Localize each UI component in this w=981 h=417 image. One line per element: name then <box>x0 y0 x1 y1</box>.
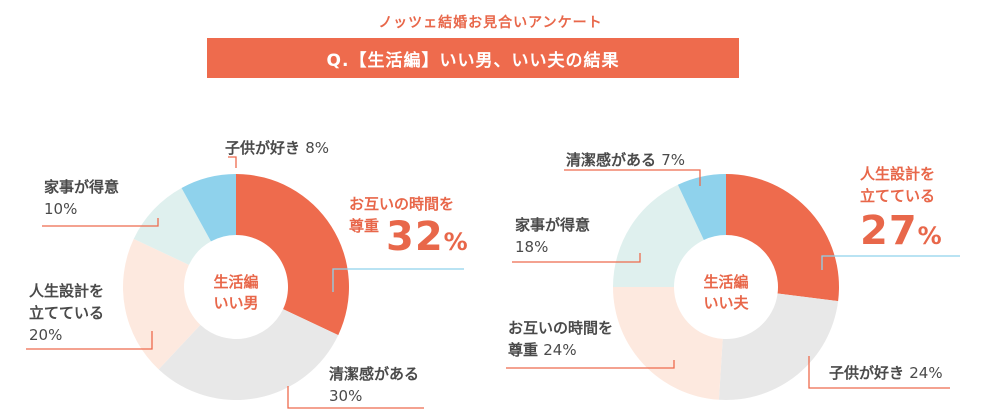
c1-label-otagai-line1: お互いの時間を <box>349 195 455 213</box>
c2-leader-otagai <box>506 360 675 369</box>
c1-label-seiketsu-pct: 30% <box>329 387 363 405</box>
c1-big-pct-unit: % <box>443 228 469 256</box>
center-label-2: 生活編 いい夫 <box>690 272 762 314</box>
c1-leader-jinsei <box>26 331 153 350</box>
c2-big-pct: 27% <box>860 208 943 254</box>
c1-label-jinsei-line2: 立てている <box>29 304 105 322</box>
c2-label-kaji-text: 家事が得意 <box>515 216 591 234</box>
c2-label-otagai-line2-text: 尊重 <box>508 341 539 359</box>
c1-leader-kaji <box>42 218 159 227</box>
c1-slice-3 <box>133 187 211 265</box>
c1-label-kodomo: 子供が好き 8% <box>225 137 329 159</box>
c1-label-jinsei-line1: 人生設計を <box>29 282 105 300</box>
c2-leader-jinsei <box>821 255 960 270</box>
c1-big-pct-value: 32 <box>386 214 444 260</box>
c2-slice-2 <box>613 287 723 400</box>
c1-label-seiketsu-text: 清潔感がある <box>329 365 420 383</box>
c1-big-pct: 32% <box>386 214 469 260</box>
survey-supertitle: ノッツェ結婚お見合いアンケート <box>378 15 603 31</box>
c1-label-jinsei-pct: 20% <box>29 326 63 344</box>
c2-label-jinsei: 人生設計を 立てている <box>860 163 935 207</box>
c2-label-otagai: お互いの時間を 尊重 24% <box>508 317 613 361</box>
center-label-2-line2: いい夫 <box>703 294 749 312</box>
c1-slice-2 <box>123 238 201 370</box>
question-title: Q.【生活編】いい男、いい夫の結果 <box>326 50 620 71</box>
center-label-1-line2: いい男 <box>213 294 259 312</box>
c1-label-kaji-text: 家事が得意 <box>44 178 120 196</box>
c1-slice-0 <box>236 174 349 336</box>
c1-label-seiketsu: 清潔感がある 30% <box>329 363 419 407</box>
c2-leader-seiketsu <box>564 169 701 186</box>
center-label-2-line1: 生活編 <box>703 273 749 291</box>
c2-label-otagai-line1: お互いの時間を <box>508 319 614 337</box>
c2-label-jinsei-line1: 人生設計を <box>860 165 936 183</box>
c2-label-otagai-pct: 24% <box>543 341 577 359</box>
c2-label-seiketsu-text: 清潔感がある <box>566 151 657 169</box>
c2-label-kaji-pct: 18% <box>515 238 549 256</box>
c2-big-pct-unit: % <box>917 222 943 250</box>
c1-leader-otagai <box>332 268 464 292</box>
c2-slice-4 <box>677 174 726 240</box>
c1-slice-4 <box>181 174 236 242</box>
c1-leader-kodomo <box>228 156 237 168</box>
c2-label-jinsei-line2: 立てている <box>860 187 936 205</box>
c2-label-otagai-line2: 尊重 24% <box>508 339 613 361</box>
c2-label-kodomo-text: 子供が好き <box>829 364 905 382</box>
c2-big-pct-value: 27 <box>860 208 918 254</box>
c2-label-kodomo: 子供が好き 24% <box>829 362 943 384</box>
center-label-1-line1: 生活編 <box>213 273 259 291</box>
c1-label-kodomo-pct: 8% <box>305 139 330 157</box>
c2-label-seiketsu: 清潔感がある 7% <box>566 149 685 171</box>
c2-label-kaji: 家事が得意 18% <box>515 214 590 258</box>
c2-label-kodomo-pct: 24% <box>909 364 943 382</box>
donut-chart-ii-otoko <box>123 174 349 400</box>
c2-leader-kaji <box>512 253 641 263</box>
c1-slice-1 <box>158 309 339 400</box>
c1-label-otagai-line2: 尊重 <box>349 217 380 235</box>
c1-label-kaji-pct: 10% <box>44 200 78 218</box>
c1-leader-seiketsu <box>287 386 424 409</box>
c2-slice-0 <box>726 174 839 302</box>
c2-slice-1 <box>718 293 839 400</box>
c1-label-kaji: 家事が得意 10% <box>44 176 119 220</box>
c1-label-otagai: お互いの時間を 尊重 <box>349 193 454 237</box>
c2-label-seiketsu-pct: 7% <box>661 151 686 169</box>
c2-leader-kodomo <box>808 356 950 389</box>
c1-label-jinsei: 人生設計を 立てている 20% <box>29 280 104 346</box>
center-label-1: 生活編 いい男 <box>200 272 272 314</box>
c1-label-kodomo-text: 子供が好き <box>225 139 301 157</box>
leader-lines <box>26 156 960 409</box>
question-title-bar: Q.【生活編】いい男、いい夫の結果 <box>207 38 739 78</box>
